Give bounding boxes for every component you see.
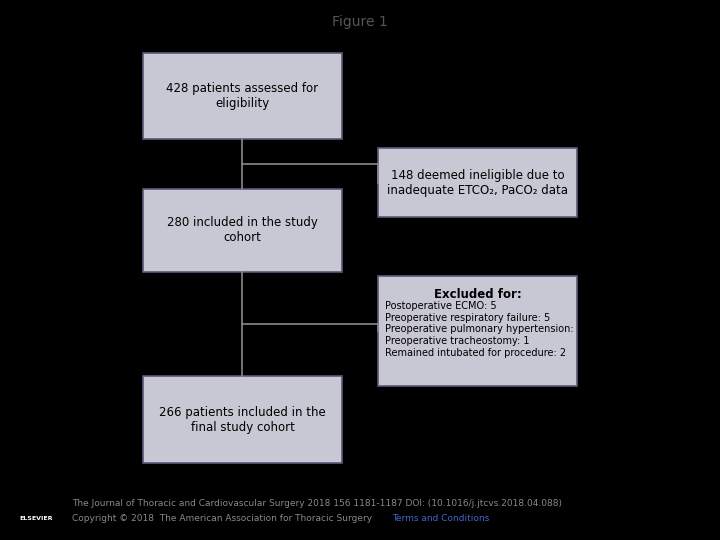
FancyBboxPatch shape <box>143 190 341 272</box>
Text: 280 included in the study
cohort: 280 included in the study cohort <box>167 217 318 245</box>
FancyBboxPatch shape <box>379 276 577 386</box>
Text: 266 patients included in the
final study cohort: 266 patients included in the final study… <box>159 406 326 434</box>
Text: 428 patients assessed for
eligibility: 428 patients assessed for eligibility <box>166 82 318 110</box>
FancyBboxPatch shape <box>379 148 577 217</box>
FancyBboxPatch shape <box>143 52 341 139</box>
Text: The Journal of Thoracic and Cardiovascular Surgery 2018 156 1181-1187 DOI: (10.1: The Journal of Thoracic and Cardiovascul… <box>72 500 562 509</box>
Text: Excluded for:: Excluded for: <box>433 287 521 300</box>
Text: ELSEVIER: ELSEVIER <box>19 516 53 521</box>
FancyBboxPatch shape <box>143 376 341 463</box>
Text: Terms and Conditions: Terms and Conditions <box>392 514 490 523</box>
Text: Copyright © 2018  The American Association for Thoracic Surgery: Copyright © 2018 The American Associatio… <box>72 514 378 523</box>
Text: Figure 1: Figure 1 <box>332 15 388 29</box>
Text: 148 deemed ineligible due to
inadequate ETCO₂, PaCO₂ data: 148 deemed ineligible due to inadequate … <box>387 168 568 197</box>
Text: Postoperative ECMO: 5
Preoperative respiratory failure: 5
Preoperative pulmonary: Postoperative ECMO: 5 Preoperative respi… <box>385 301 583 357</box>
